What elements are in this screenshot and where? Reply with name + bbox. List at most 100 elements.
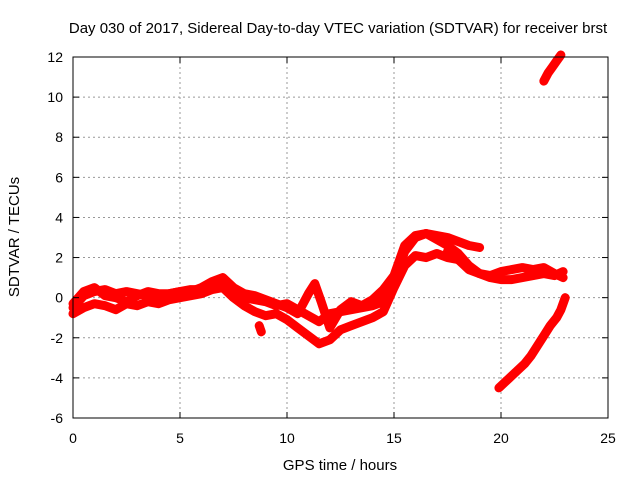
data-point (465, 266, 472, 273)
data-point (241, 290, 248, 297)
x-tick-label: 25 (600, 430, 616, 446)
data-point (515, 366, 522, 373)
data-point (380, 308, 387, 315)
data-point (258, 328, 265, 335)
data-point (305, 290, 312, 297)
data-point (348, 306, 355, 313)
data-point (412, 252, 419, 259)
data-point (256, 322, 263, 329)
series-track-5 (494, 293, 570, 393)
data-point (123, 298, 130, 305)
data-point (134, 302, 141, 309)
data-point (316, 318, 323, 325)
data-point (358, 302, 365, 309)
data-point (455, 256, 462, 263)
data-point (476, 244, 483, 251)
data-point (144, 288, 151, 295)
data-point (177, 288, 183, 295)
y-tick-label: 0 (55, 290, 63, 306)
axis-ticks: 0 5 10 15 20 25 -6 -4 -2 0 2 4 6 8 10 12 (47, 49, 616, 446)
data-point (112, 294, 119, 301)
data-point (348, 322, 355, 329)
series-track-3 (68, 229, 568, 333)
data-point (444, 234, 451, 241)
data-point (187, 288, 194, 295)
data-point (155, 300, 162, 307)
data-point (557, 306, 564, 313)
data-point (380, 286, 387, 293)
data-point (219, 274, 226, 281)
data-point (305, 332, 312, 339)
data-point (560, 274, 567, 281)
data-point (508, 372, 515, 379)
series-track-4 (443, 247, 568, 283)
data-point (508, 276, 515, 283)
y-axis-title: SDTVAR / TECUs (6, 177, 23, 297)
data-point (326, 336, 333, 343)
data-point (251, 292, 258, 299)
data-point (534, 342, 541, 349)
data-point (251, 308, 258, 315)
data-point (241, 302, 248, 309)
data-point (553, 314, 560, 321)
data-point (412, 232, 419, 239)
data-point (519, 264, 526, 271)
series-band (68, 229, 568, 333)
data-point (316, 340, 323, 347)
data-point (540, 332, 547, 339)
data-point (476, 270, 483, 277)
data-point (465, 242, 472, 249)
x-tick-label: 0 (69, 430, 77, 446)
data-point (155, 290, 162, 297)
data-point (540, 264, 547, 271)
data-point (209, 278, 216, 285)
data-point (423, 254, 430, 261)
data-point (401, 242, 408, 249)
data-point (530, 266, 537, 273)
data-point (549, 64, 556, 71)
y-tick-label: 8 (55, 129, 63, 145)
data-point (284, 316, 290, 323)
data-point (547, 322, 554, 329)
data-point (91, 284, 98, 291)
data-point (166, 290, 173, 297)
data-point (294, 310, 301, 317)
y-tick-label: 10 (47, 89, 63, 105)
data-point (348, 298, 355, 305)
x-tick-label: 15 (386, 430, 402, 446)
data-point (553, 58, 560, 65)
data-point (112, 306, 119, 313)
series-outliers (254, 321, 266, 337)
data-point (294, 324, 301, 331)
data-point (508, 266, 515, 273)
data-point (273, 300, 280, 307)
data-point (433, 236, 440, 243)
data-point (144, 298, 151, 305)
plot-frame (72, 56, 609, 419)
y-tick-label: -4 (51, 370, 64, 386)
data-point (527, 352, 534, 359)
data-point (80, 288, 87, 295)
data-point (91, 300, 98, 307)
series-band (443, 247, 568, 283)
x-tick-label: 10 (279, 430, 295, 446)
data-point (230, 294, 237, 301)
data-point (433, 250, 440, 257)
data-point (455, 238, 462, 245)
data-point (198, 284, 205, 291)
data-point (284, 304, 290, 311)
y-tick-label: -2 (51, 330, 64, 346)
y-tick-label: -6 (51, 410, 64, 426)
data-point (391, 284, 397, 291)
data-point (326, 324, 333, 331)
data-point (134, 292, 141, 299)
data-point (209, 286, 216, 293)
data-point (358, 318, 365, 325)
data-point (318, 298, 325, 305)
data-point (262, 296, 269, 303)
data-point (487, 272, 494, 279)
data-point (369, 296, 376, 303)
data-point (545, 70, 552, 77)
data-point (498, 268, 504, 275)
